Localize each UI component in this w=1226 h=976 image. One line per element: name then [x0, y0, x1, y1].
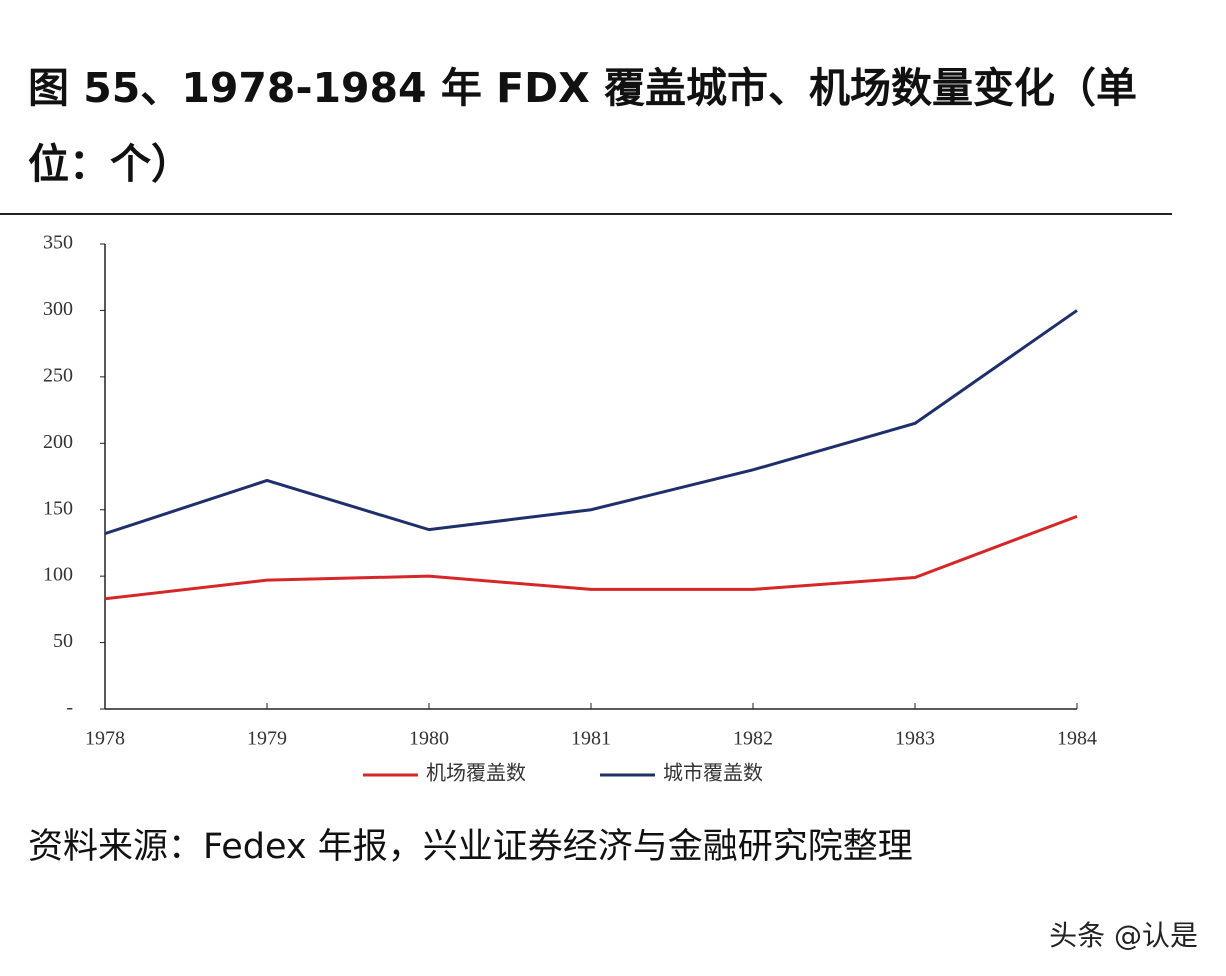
x-tick-label: 1979	[247, 728, 287, 750]
series-line	[104, 309, 1078, 536]
x-tick-label: 1978	[85, 728, 125, 750]
y-tick-label: 100	[43, 564, 73, 586]
x-tick-label: 1980	[409, 728, 449, 750]
y-tick-label: 300	[43, 298, 73, 320]
chart: - 50 100 150 200 250 300 350 1978 1979 1980 1981 198…	[0, 213, 1172, 785]
x-tick-label: 1981	[571, 728, 611, 750]
source-note: 资料来源：Fedex 年报，兴业证券经济与金融研究院整理	[28, 827, 913, 867]
y-tick-label: -	[66, 697, 73, 719]
y-tick-label: 200	[43, 431, 73, 453]
watermark: 头条 @认是	[1049, 919, 1198, 952]
legend-label: 城市覆盖数	[663, 762, 763, 785]
y-tick-label: 50	[53, 630, 73, 652]
x-tick-label: 1984	[1057, 728, 1097, 750]
y-tick-label: 250	[43, 364, 73, 386]
x-tick-label: 1982	[733, 728, 773, 750]
x-tick-label: 1983	[895, 728, 935, 750]
chart-title: 图 55、1978-1984 年 FDX 覆盖城市、机场数量变化（单位：个）	[28, 64, 1138, 188]
y-tick-label: 350	[43, 232, 73, 254]
series-line	[104, 514, 1078, 601]
y-tick-label: 150	[43, 497, 73, 519]
legend-label: 机场覆盖数	[426, 762, 526, 785]
